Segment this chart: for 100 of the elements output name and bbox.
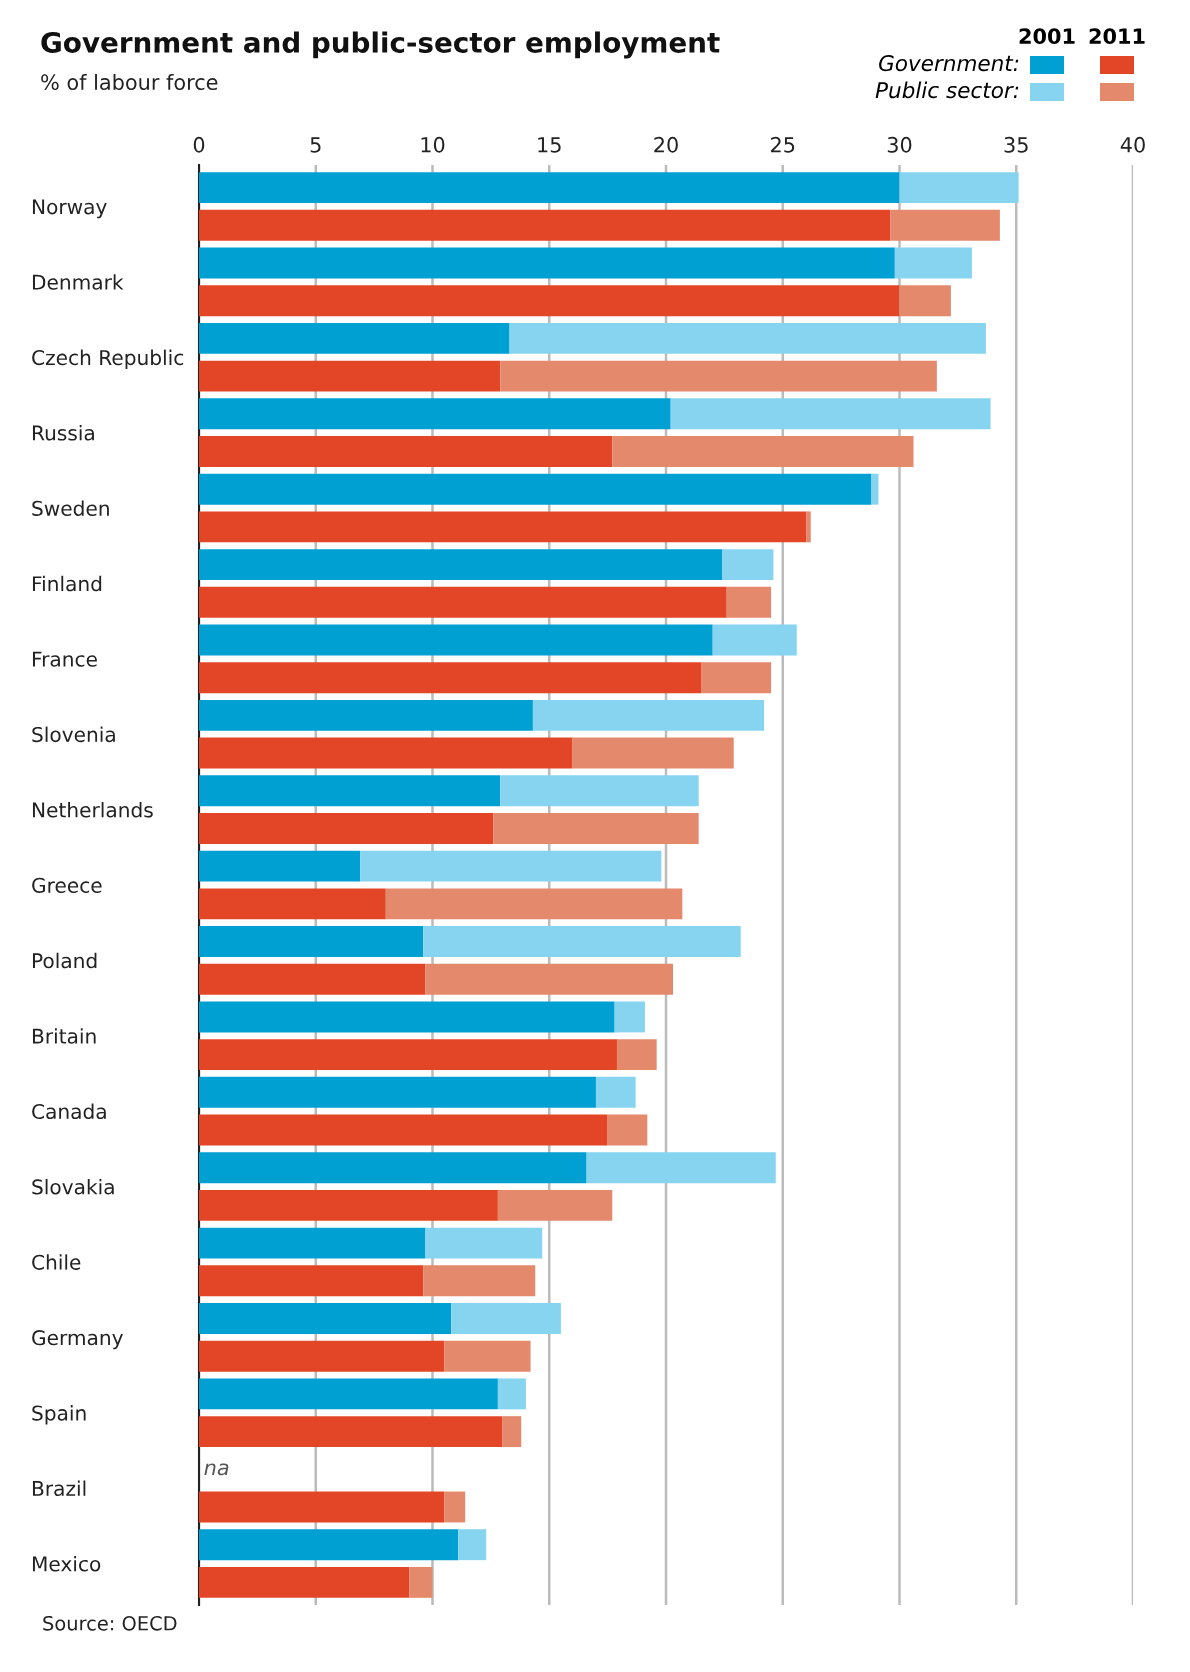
y-tick-label: Norway bbox=[32, 199, 107, 219]
bar bbox=[199, 1039, 617, 1071]
x-tick-label: 10 bbox=[421, 136, 445, 153]
text: 2011 bbox=[1089, 28, 1145, 45]
bar bbox=[199, 1340, 445, 1372]
legend-label: Government: bbox=[879, 54, 1019, 72]
x-tick-label: 5 bbox=[310, 137, 321, 153]
bar bbox=[509, 322, 986, 354]
bar bbox=[199, 1529, 459, 1561]
bar bbox=[614, 1001, 645, 1033]
bar bbox=[199, 586, 727, 618]
bar bbox=[199, 360, 501, 392]
bar bbox=[199, 699, 533, 731]
bar bbox=[712, 624, 797, 656]
bar bbox=[199, 1416, 503, 1448]
bar bbox=[199, 1566, 410, 1598]
legend-label: Public sector: bbox=[875, 81, 1019, 99]
bar bbox=[360, 850, 662, 882]
y-tick-label: Sweden bbox=[32, 500, 109, 516]
y-tick-label: Denmark bbox=[32, 274, 124, 290]
y-tick-label: Finland bbox=[32, 575, 102, 592]
x-tick-label: 30 bbox=[887, 136, 912, 153]
bar bbox=[444, 1340, 531, 1372]
y-tick-label: Brazil bbox=[32, 1480, 86, 1497]
bar bbox=[199, 662, 702, 694]
bar bbox=[423, 926, 741, 957]
bar bbox=[701, 662, 772, 694]
x-tick-label: 15 bbox=[538, 137, 561, 153]
bar bbox=[199, 850, 361, 882]
bar bbox=[199, 813, 494, 844]
bar bbox=[199, 247, 895, 279]
y-tick-label: Germany bbox=[32, 1330, 123, 1350]
bar bbox=[572, 737, 734, 769]
bar bbox=[199, 322, 510, 354]
bar bbox=[199, 926, 424, 957]
y-tick-label: Netherlands bbox=[32, 801, 153, 818]
bar bbox=[722, 549, 774, 581]
bar bbox=[899, 172, 1019, 204]
bar bbox=[385, 888, 683, 920]
bar bbox=[497, 1189, 613, 1221]
bar bbox=[199, 1152, 587, 1184]
y-tick-label: Spain bbox=[32, 1405, 86, 1425]
y-tick-label: Mexico bbox=[32, 1555, 101, 1572]
bar bbox=[806, 511, 811, 543]
bar bbox=[199, 888, 386, 920]
bar bbox=[199, 398, 671, 430]
x-tick-label: 0 bbox=[193, 136, 205, 153]
bar bbox=[500, 775, 699, 807]
bar bbox=[199, 549, 723, 581]
bar bbox=[899, 285, 951, 317]
bar bbox=[425, 1227, 543, 1259]
chart-subtitle: % of labour force bbox=[41, 73, 218, 91]
bar bbox=[502, 1416, 522, 1448]
bar bbox=[199, 1227, 426, 1259]
bar bbox=[423, 1265, 536, 1297]
x-tick-label: 35 bbox=[1004, 136, 1028, 153]
x-tick-label: 40 bbox=[1120, 136, 1145, 153]
y-tick-label: Chile bbox=[32, 1254, 81, 1270]
bar bbox=[444, 1491, 466, 1523]
y-tick-label: Slovenia bbox=[32, 726, 115, 743]
bar bbox=[199, 511, 807, 543]
bar bbox=[500, 360, 937, 392]
bar bbox=[612, 436, 914, 467]
bar bbox=[493, 813, 699, 844]
bar bbox=[199, 1114, 608, 1146]
chart-title: Government and public-sector employment bbox=[41, 31, 720, 59]
bar bbox=[894, 247, 972, 279]
bar bbox=[670, 398, 991, 430]
bar bbox=[458, 1529, 487, 1561]
bar bbox=[199, 963, 426, 995]
bar bbox=[199, 737, 573, 769]
x-tick-label: 25 bbox=[771, 136, 795, 153]
bar bbox=[871, 473, 879, 505]
bar bbox=[586, 1152, 776, 1184]
bar bbox=[199, 624, 713, 656]
bar bbox=[616, 1039, 657, 1071]
bar bbox=[199, 1189, 498, 1221]
y-tick-label: Greece bbox=[32, 877, 102, 893]
y-tick-label: Slovakia bbox=[32, 1178, 114, 1195]
bar bbox=[532, 699, 765, 731]
bar bbox=[607, 1114, 648, 1146]
bar bbox=[199, 473, 872, 505]
bar bbox=[451, 1303, 561, 1334]
bar bbox=[199, 172, 900, 204]
bar bbox=[199, 1076, 596, 1108]
bar bbox=[199, 1491, 445, 1523]
bar bbox=[409, 1566, 433, 1598]
y-tick-label: Czech Republic bbox=[32, 349, 184, 370]
y-tick-label: Canada bbox=[32, 1103, 106, 1120]
bar bbox=[199, 775, 501, 807]
y-tick-label: Russia bbox=[32, 424, 94, 441]
bar bbox=[497, 1378, 526, 1410]
bar bbox=[890, 209, 1000, 241]
text: 2001 bbox=[1019, 28, 1075, 45]
bar bbox=[199, 436, 613, 467]
y-tick-label: Britain bbox=[32, 1028, 96, 1044]
bar bbox=[199, 1303, 452, 1334]
x-tick-label: 20 bbox=[654, 136, 678, 153]
y-tick-label: Poland bbox=[32, 952, 97, 969]
y-tick-label: France bbox=[32, 651, 97, 667]
